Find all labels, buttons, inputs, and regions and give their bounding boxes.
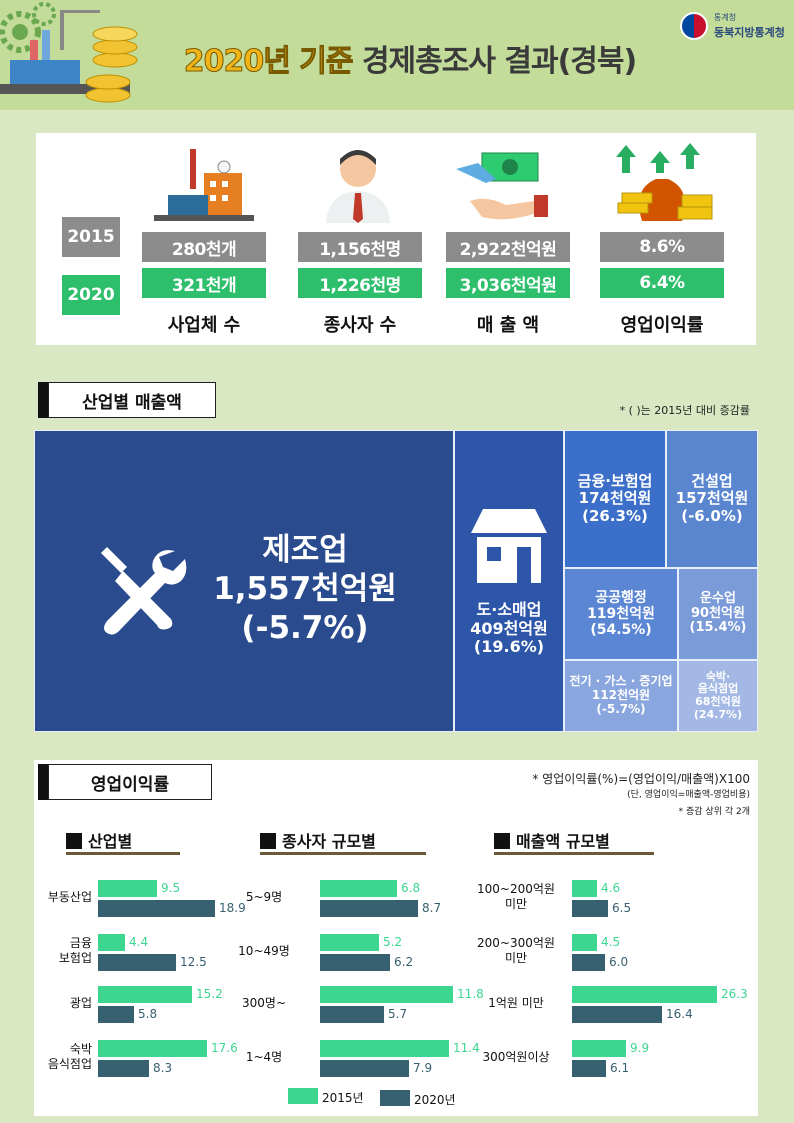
workers-2020: 1,226천명 — [298, 268, 422, 298]
tile-manufacturing: 제조업 1,557천억원 (-5.7%) — [34, 430, 454, 732]
accommodation-value: 68천억원 — [695, 695, 741, 708]
manufacturing-change: (-5.7%) — [241, 609, 369, 646]
tile-public-admin: 공공행정 119천억원 (54.5%) — [564, 568, 678, 660]
square-bullet-icon — [66, 833, 82, 849]
workers-label: 종사자 수 — [323, 315, 397, 336]
utilities-change: (-5.7%) — [596, 701, 646, 716]
public-admin-change: (54.5%) — [590, 622, 652, 639]
wholesale-value: 409천억원 — [470, 618, 548, 638]
transport-change: (15.4%) — [689, 620, 747, 636]
category-underline — [494, 852, 654, 855]
margin-label: 영업이익률 — [620, 315, 704, 336]
summary-panel: 2015 2020 280천개 321천개 사업체 수 1,156천명 1,22… — [36, 133, 756, 345]
accommodation-name2: 음식점업 — [697, 682, 739, 696]
category-employees-label: 종사자 규모별 — [282, 832, 376, 851]
margin-formula-note: * 영업이익률(%)=(영업이익/매출액)X100 — [532, 772, 750, 786]
top-two-note: * 증감 상위 각 2개 — [678, 807, 750, 817]
establishments-2020: 321천개 — [142, 268, 266, 298]
store-icon — [471, 509, 547, 584]
category-industry-heading: 산업별 — [66, 828, 132, 852]
year-2015-badge: 2015 — [62, 217, 120, 257]
title-year: 2020년 기준 — [183, 44, 354, 80]
category-underline — [260, 852, 426, 855]
legend-2015-label: 2015년 — [322, 1091, 364, 1105]
margin-section-title: 영업이익률 — [48, 764, 212, 800]
accommodation-name: 숙박· — [705, 669, 731, 683]
public-admin-name: 공공행정 — [595, 589, 647, 606]
sales-section-note: * ( )는 2015년 대비 증감률 — [619, 404, 750, 417]
margin-formula-sub: (단, 영업이익=매출액-영업비용) — [627, 790, 750, 800]
agency-name-label: 동북지방통계청 — [714, 26, 785, 39]
category-sales-label: 매출액 규모별 — [516, 832, 610, 851]
worker-icon — [326, 150, 390, 223]
transport-value: 90천억원 — [691, 605, 745, 621]
square-bullet-icon — [494, 833, 510, 849]
accommodation-change: (24.7%) — [693, 707, 743, 721]
tile-finance: 금융·보험업 174천억원 (26.3%) — [564, 430, 666, 568]
establishments-label: 사업체 수 — [167, 315, 241, 336]
establishments-2015: 280천개 — [142, 232, 266, 262]
construction-change: (-6.0%) — [681, 506, 743, 525]
title-main: 경제총조사 결과(경북) — [361, 44, 637, 79]
public-admin-value: 119천억원 — [587, 605, 655, 622]
finance-value: 174천억원 — [578, 489, 652, 508]
tile-accommodation: 숙박· 음식점업 68천억원 (24.7%) — [678, 660, 758, 732]
sales-2020: 3,036천억원 — [446, 268, 570, 298]
square-bullet-icon — [260, 833, 276, 849]
tile-construction: 건설업 157천억원 (-6.0%) — [666, 430, 758, 568]
legend-2020-label: 2020년 — [414, 1093, 456, 1107]
tile-utilities: 전기 · 가스 · 증기업 112천억원 (-5.7%) — [564, 660, 678, 732]
legend-2015-swatch — [288, 1088, 318, 1104]
wholesale-name: 도·소매업 — [476, 600, 542, 620]
sales-label: 매 출 액 — [476, 315, 540, 336]
sales-treemap: 제조업 1,557천억원 (-5.7%) 도·소매업 409천억원 (19.6%… — [34, 430, 758, 732]
manufacturing-value: 1,557천억원 — [213, 570, 397, 607]
year-2020-badge: 2020 — [62, 275, 120, 315]
tile-transport: 운수업 90천억원 (15.4%) — [678, 568, 758, 660]
category-industry-label: 산업별 — [88, 832, 133, 851]
tile-wholesale-retail: 도·소매업 409천억원 (19.6%) — [454, 430, 564, 732]
industry-illustration-icon — [0, 2, 138, 103]
money-hand-icon — [456, 152, 548, 220]
utilities-name: 전기 · 가스 · 증기업 — [569, 674, 673, 689]
category-employees-heading: 종사자 규모별 — [260, 828, 376, 852]
section-marker-2 — [38, 764, 48, 800]
construction-value: 157천억원 — [675, 489, 749, 508]
category-sales-heading: 매출액 규모별 — [494, 828, 610, 852]
wholesale-change: (19.6%) — [473, 637, 545, 657]
margin-2015: 8.6% — [600, 232, 724, 262]
agency-logo: 통계청 동북지방통계청 — [680, 10, 790, 44]
page-title: 2020년 기준 경제총조사 결과(경북) — [150, 36, 670, 80]
factory-icon — [154, 149, 254, 221]
workers-2015: 1,156천명 — [298, 232, 422, 262]
taegeuk-emblem-icon — [680, 12, 708, 40]
manufacturing-name: 제조업 — [262, 532, 348, 568]
sales-section-title: 산업별 매출액 — [48, 382, 216, 418]
margin-2020: 6.4% — [600, 268, 724, 298]
category-underline — [66, 852, 180, 855]
transport-name: 운수업 — [700, 590, 736, 606]
section-marker — [38, 382, 48, 418]
agency-small-label: 통계청 — [714, 13, 737, 22]
tools-icon — [101, 547, 187, 635]
money-bag-icon — [616, 143, 713, 221]
header-banner: 2020년 기준 경제총조사 결과(경북) 통계청 동북지방통계청 — [0, 0, 794, 110]
finance-name: 금융·보험업 — [577, 472, 653, 491]
legend-2020-swatch — [380, 1090, 410, 1106]
construction-name: 건설업 — [691, 472, 733, 491]
utilities-value: 112천억원 — [591, 688, 651, 703]
sales-2015: 2,922천억원 — [446, 232, 570, 262]
finance-change: (26.3%) — [582, 506, 648, 525]
